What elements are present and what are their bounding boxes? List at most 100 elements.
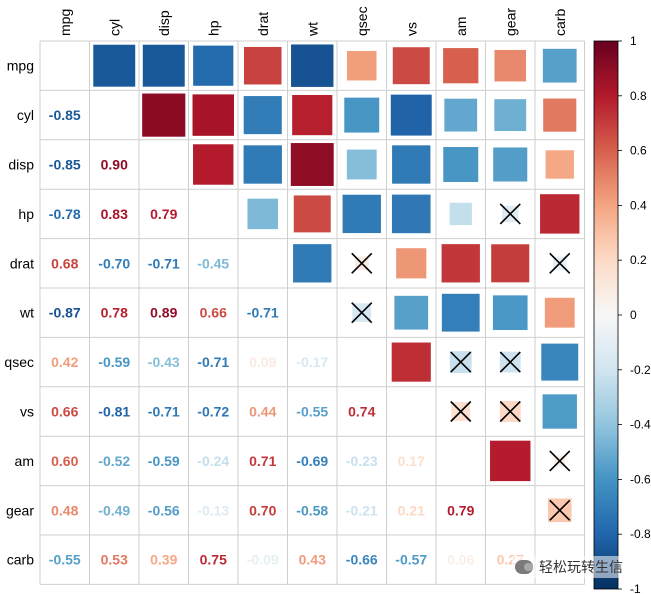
col-label-gear: gear (502, 8, 518, 36)
col-label-drat: drat (255, 12, 271, 36)
cell-square-disp-qsec (346, 149, 377, 180)
cell-square-disp-vs (392, 145, 431, 184)
insignificant-mark-qsec-gear (499, 351, 521, 373)
cell-value-wt-hp: 0.66 (200, 305, 227, 321)
cell-square-drat-wt (293, 244, 332, 283)
cell-square-disp-gear (493, 147, 528, 182)
colorbar-tick-label: -0.2 (630, 363, 651, 377)
col-label-disp: disp (156, 10, 172, 36)
row-label-qsec: qsec (4, 354, 34, 370)
insignificant-mark-qsec-am (450, 351, 472, 373)
cell-value-gear-cyl: -0.49 (98, 502, 130, 518)
cell-square-disp-drat (243, 145, 282, 184)
cell-value-wt-disp: 0.89 (150, 305, 177, 321)
cell-square-drat-vs (396, 248, 427, 279)
cell-square-hp-carb (540, 194, 580, 234)
cell-value-vs-qsec: 0.74 (348, 404, 375, 420)
cell-value-carb-qsec: -0.66 (346, 552, 378, 568)
cell-square-mpg-am (443, 48, 479, 84)
col-label-carb: carb (552, 9, 568, 36)
cell-value-disp-mpg: -0.85 (49, 157, 81, 173)
cell-value-carb-hp: 0.75 (200, 552, 227, 568)
cell-value-drat-hp: -0.45 (197, 255, 229, 271)
cell-value-qsec-cyl: -0.59 (98, 354, 130, 370)
cell-value-vs-disp: -0.71 (148, 404, 180, 420)
colorbar (593, 40, 619, 590)
colorbar-tick-label: 1 (630, 34, 637, 48)
colorbar-tick-label: 0 (630, 308, 637, 322)
cell-value-carb-disp: 0.39 (150, 552, 177, 568)
cell-square-cyl-hp (192, 94, 234, 136)
cell-value-am-disp: -0.59 (148, 453, 180, 469)
cell-value-carb-vs: -0.57 (395, 552, 427, 568)
cell-value-wt-cyl: 0.78 (101, 305, 128, 321)
cell-square-hp-vs (391, 194, 431, 234)
cell-value-qsec-hp: -0.71 (197, 354, 229, 370)
colorbar-tick-label: 0.8 (630, 89, 647, 103)
cell-square-wt-am (441, 293, 480, 332)
cell-square-mpg-cyl (93, 44, 136, 87)
col-label-vs: vs (403, 22, 419, 36)
cell-value-drat-mpg: 0.68 (51, 255, 78, 271)
cell-value-am-wt: -0.69 (296, 453, 328, 469)
cell-square-cyl-drat (243, 96, 282, 135)
cell-value-carb-am: 0.06 (447, 552, 474, 568)
row-label-hp: hp (18, 206, 34, 222)
cell-square-wt-carb (544, 297, 575, 328)
colorbar-tick-label: 0.2 (630, 253, 647, 267)
row-label-cyl: cyl (17, 107, 34, 123)
col-label-hp: hp (205, 20, 221, 36)
cell-square-mpg-wt (291, 44, 334, 87)
cell-value-gear-disp: -0.56 (148, 502, 180, 518)
cell-value-gear-qsec: -0.21 (346, 502, 378, 518)
colorbar-tick-label: -1 (630, 582, 641, 594)
row-label-wt: wt (19, 305, 34, 321)
cell-square-mpg-disp (142, 44, 185, 87)
cell-value-vs-cyl: -0.81 (98, 404, 130, 420)
cell-square-disp-carb (545, 150, 574, 179)
cell-square-disp-wt (290, 143, 334, 186)
colorbar-tick-label: 0.4 (630, 198, 647, 212)
row-label-mpg: mpg (7, 58, 34, 74)
col-label-cyl: cyl (106, 19, 122, 36)
row-label-carb: carb (7, 552, 34, 568)
insignificant-mark-am-carb (549, 450, 571, 472)
cell-value-gear-drat: 0.70 (249, 502, 276, 518)
cell-square-mpg-carb (542, 48, 577, 83)
cell-value-gear-hp: -0.13 (197, 502, 229, 518)
insignificant-mark-drat-carb (549, 252, 571, 274)
colorbar-tick-label: -0.6 (630, 472, 651, 486)
cell-square-drat-am (441, 244, 480, 283)
cell-square-mpg-gear (494, 49, 527, 82)
insignificant-mark-drat-qsec (351, 252, 373, 274)
watermark: 轻松玩转生信 (512, 556, 626, 578)
cell-square-mpg-vs (392, 47, 430, 85)
cell-square-hp-am (449, 202, 472, 226)
cell-value-drat-disp: -0.71 (148, 255, 180, 271)
cell-value-am-mpg: 0.60 (51, 453, 78, 469)
cell-value-gear-vs: 0.21 (398, 502, 425, 518)
cell-value-qsec-wt: -0.17 (296, 354, 328, 370)
cell-value-gear-wt: -0.58 (296, 502, 328, 518)
cell-square-cyl-qsec (344, 97, 380, 133)
col-label-mpg: mpg (57, 9, 73, 36)
insignificant-mark-wt-qsec (351, 302, 373, 324)
col-label-wt: wt (304, 22, 320, 37)
row-label-disp: disp (8, 157, 34, 173)
row-label-drat: drat (10, 255, 34, 271)
cell-square-disp-hp (193, 144, 234, 185)
cell-value-disp-cyl: 0.90 (101, 157, 128, 173)
cell-square-am-gear (490, 440, 531, 482)
colorbar-tick-label: -0.4 (630, 418, 651, 432)
wechat-logo-icon (515, 560, 533, 574)
row-label-vs: vs (20, 404, 34, 420)
cell-square-cyl-gear (494, 99, 527, 132)
cell-square-mpg-hp (193, 45, 234, 86)
cell-value-am-vs: 0.17 (398, 453, 425, 469)
cell-square-cyl-vs (390, 94, 432, 136)
cell-value-carb-mpg: -0.55 (49, 552, 81, 568)
cell-square-wt-vs (394, 295, 429, 330)
cell-square-cyl-am (444, 98, 478, 132)
cell-square-vs-carb (542, 394, 577, 429)
